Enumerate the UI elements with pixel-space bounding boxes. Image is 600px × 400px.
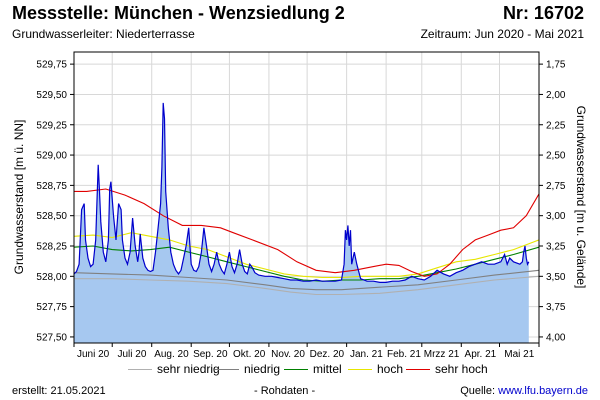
station-number: Nr: 16702: [502, 3, 584, 23]
x-tick-label: Mrzz 21: [424, 349, 460, 360]
y-tick-label-right: 1,75: [546, 60, 566, 71]
x-axis: Juni 20 Juli 20 Aug. 20 Sep. 20 Okt. 20 Nov. …: [73, 343, 540, 360]
x-tick-label: Aug. 20: [154, 349, 189, 360]
x-tick-label: Feb. 21: [387, 349, 421, 360]
x-tick-label: Sep. 20: [193, 349, 228, 360]
legend-swatch: [348, 368, 372, 370]
y-tick-label-left: 527,50: [36, 332, 67, 343]
legend-item-sehr-niedrig: sehr niedrig: [128, 362, 220, 376]
y-tick-label-right: 2,00: [546, 90, 566, 101]
y-tick-label-right: 2,25: [546, 120, 566, 131]
plot-marks: [74, 102, 539, 343]
legend-label: niedrig: [244, 362, 281, 376]
created-date: erstellt: 21.05.2021: [12, 385, 106, 397]
series-line-niedrig: [74, 269, 539, 291]
y-tick-label-right: 2,75: [546, 181, 566, 192]
plot-frame: [73, 51, 540, 344]
page-title: Messstelle: München - Wenzsiedlung 2: [12, 3, 345, 23]
x-tick-label: Nov. 20: [271, 349, 305, 360]
legend-swatch: [284, 368, 308, 370]
y-axis-left: 529,75 529,50 529,25 529,00 528,75 528,50 528,…: [36, 60, 74, 343]
y-tick-label-left: 528,00: [36, 272, 67, 283]
y-tick-label-right: 2,50: [546, 151, 566, 162]
y-tick-label-right: 4,00: [546, 332, 566, 343]
legend-label: sehr niedrig: [157, 362, 220, 376]
y-axis-right: 1,75 2,00 2,25 2,50 2,75 3,00 3,25 3,50 3,75 4,00: [539, 60, 566, 343]
x-tick-label: Mai 21: [504, 349, 534, 360]
legend-item-niedrig: niedrig: [215, 362, 280, 376]
series-line-hoch: [74, 232, 539, 279]
y-tick-label-right: 3,50: [546, 272, 566, 283]
y-tick-label-right: 3,75: [546, 302, 566, 313]
y-tick-label-left: 529,00: [36, 151, 67, 162]
y-tick-label-left: 529,25: [36, 120, 67, 131]
raw-data-label: - Rohdaten -: [254, 385, 316, 397]
legend-item-sehr-hoch: sehr hoch: [406, 362, 488, 376]
source-link[interactable]: www.lfu.bayern.de: [498, 385, 588, 397]
series-line-mittel: [74, 245, 539, 282]
x-tick-label: Dez. 20: [310, 349, 345, 360]
y-tick-label-left: 528,75: [36, 181, 67, 192]
y-tick-label-right: 3,00: [546, 211, 566, 222]
legend-label: hoch: [377, 362, 404, 376]
y-tick-label-right: 3,25: [546, 242, 566, 253]
y-axis-right-title: Grundwasserstand [m u. Gelände]: [574, 106, 588, 289]
legend-item-mittel: mittel: [284, 362, 342, 376]
x-tick-label: Okt. 20: [233, 349, 266, 360]
legend-item-hoch: hoch: [348, 362, 403, 376]
measured-area: [74, 102, 529, 343]
source: Quelle: www.lfu.bayern.de: [460, 385, 588, 397]
y-tick-label-left: 529,75: [36, 60, 67, 71]
legend-swatch: [215, 368, 239, 370]
legend-swatch: [128, 368, 152, 370]
y-tick-label-left: 529,50: [36, 90, 67, 101]
x-tick-label: Juli 20: [118, 349, 147, 360]
legend-swatch: [406, 368, 430, 370]
y-tick-label-left: 528,50: [36, 211, 67, 222]
legend-label: sehr hoch: [435, 362, 488, 376]
y-tick-label-left: 527,75: [36, 302, 67, 313]
y-tick-label-left: 528,25: [36, 242, 67, 253]
measured-line: [74, 102, 530, 283]
x-tick-label: Jan. 21: [350, 349, 383, 360]
y-axis-left-title: Grundwasserstand [m ü. NN]: [12, 120, 26, 275]
x-tick-label: Apr. 21: [465, 349, 497, 360]
source-label: Quelle:: [460, 385, 499, 397]
period-label: Zeitraum: Jun 2020 - Mai 2021: [420, 27, 584, 41]
aquifer-label: Grundwasserleiter: Niederterrasse: [12, 27, 195, 41]
legend: sehr niedrig niedrig mittel hoch sehr ho…: [0, 362, 600, 382]
series-line-sehr-niedrig: [74, 275, 539, 296]
x-tick-label: Juni 20: [77, 349, 110, 360]
legend-label: mittel: [313, 362, 342, 376]
